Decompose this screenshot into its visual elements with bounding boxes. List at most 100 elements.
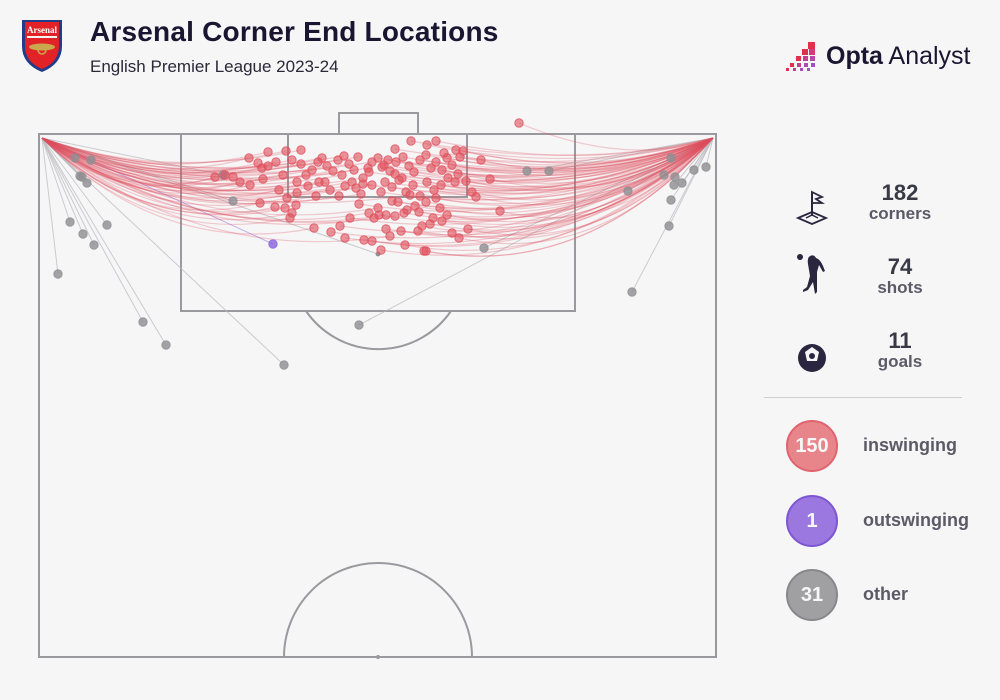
trajectory-inswinging	[419, 137, 714, 172]
trajectory-inswinging	[467, 137, 714, 236]
end-point-other	[666, 195, 676, 205]
goal	[338, 112, 419, 135]
trajectory-inswinging	[446, 137, 714, 223]
stat-goals-value: 11	[888, 328, 912, 353]
trajectory-inswinging	[518, 122, 714, 151]
trajectory-inswinging	[408, 137, 714, 177]
end-point-inswinging	[398, 152, 408, 162]
trajectory-inswinging	[451, 137, 714, 240]
trajectory-inswinging	[41, 137, 251, 194]
trajectory-inswinging	[451, 137, 714, 176]
end-point-inswinging	[311, 191, 321, 201]
trajectory-inswinging	[41, 137, 375, 226]
trajectory-inswinging	[435, 137, 714, 156]
end-point-inswinging	[320, 177, 330, 187]
end-point-inswinging	[339, 151, 349, 161]
end-point-inswinging	[377, 162, 387, 172]
trajectory-inswinging	[41, 137, 269, 177]
end-point-inswinging	[344, 159, 354, 169]
end-point-other	[627, 287, 637, 297]
end-point-other	[522, 166, 532, 176]
end-point-inswinging	[367, 236, 377, 246]
trajectory-other	[627, 137, 714, 192]
trajectory-other	[41, 137, 95, 246]
end-point-other	[82, 178, 92, 188]
end-point-inswinging	[463, 224, 473, 234]
trajectory-outswinging	[41, 137, 274, 245]
end-point-inswinging	[476, 155, 486, 165]
trajectory-inswinging	[41, 137, 280, 199]
trajectory-inswinging	[418, 137, 714, 220]
trajectory-other	[674, 137, 714, 178]
end-point-inswinging	[431, 157, 441, 167]
end-point-inswinging	[425, 219, 435, 229]
chart-title: Arsenal Corner End Locations	[90, 16, 499, 47]
trajectory-other	[41, 137, 59, 275]
end-point-inswinging	[303, 181, 313, 191]
end-point-inswinging	[495, 206, 505, 216]
end-point-inswinging	[447, 160, 457, 170]
trajectory-inswinging	[41, 137, 276, 215]
trajectory-inswinging	[41, 137, 350, 176]
end-point-inswinging	[422, 177, 432, 187]
end-point-inswinging	[326, 227, 336, 237]
trajectory-inswinging	[41, 137, 234, 187]
trajectory-inswinging	[339, 137, 714, 233]
end-point-inswinging	[439, 148, 449, 158]
trajectory-inswinging	[426, 137, 714, 192]
trajectory-inswinging	[381, 137, 714, 178]
trajectory-inswinging	[402, 137, 714, 169]
end-point-inswinging	[514, 118, 524, 128]
end-point-other	[623, 186, 633, 196]
end-point-inswinging	[381, 224, 391, 234]
end-point-inswinging	[292, 177, 302, 187]
end-point-inswinging	[258, 174, 268, 184]
end-point-inswinging	[285, 213, 295, 223]
trajectory-inswinging	[404, 137, 714, 251]
end-point-other	[138, 317, 148, 327]
end-point-inswinging	[263, 161, 273, 171]
end-point-other	[70, 153, 80, 163]
trajectory-inswinging	[471, 137, 714, 201]
end-point-other	[479, 243, 489, 253]
end-point-inswinging	[351, 183, 361, 193]
end-point-inswinging	[383, 155, 393, 165]
end-point-inswinging	[322, 161, 332, 171]
end-point-inswinging	[296, 159, 306, 169]
end-point-other	[666, 153, 676, 163]
trajectory-inswinging	[41, 137, 323, 170]
trajectory-inswinging	[41, 137, 277, 174]
end-point-inswinging	[390, 169, 400, 179]
end-point-inswinging	[415, 155, 425, 165]
trajectory-other	[41, 137, 224, 176]
trajectory-inswinging	[432, 137, 714, 226]
end-point-inswinging	[328, 166, 338, 176]
stat-corners-label: corners	[868, 204, 932, 223]
end-point-inswinging	[437, 216, 447, 226]
stat-goals: 11 goals	[780, 328, 980, 388]
trajectory-inswinging	[440, 137, 714, 195]
end-point-inswinging	[380, 177, 390, 187]
end-point-other	[701, 162, 711, 172]
end-point-other	[689, 165, 699, 175]
trajectory-other	[663, 137, 714, 176]
stat-shots: 74 shots	[780, 254, 980, 314]
end-point-inswinging	[458, 146, 468, 156]
end-point-inswinging	[453, 169, 463, 179]
end-point-inswinging	[340, 233, 350, 243]
trajectory-inswinging	[41, 137, 293, 221]
end-point-inswinging	[401, 187, 411, 197]
end-point-other	[279, 360, 289, 370]
trajectory-inswinging	[41, 137, 328, 177]
end-point-inswinging	[397, 173, 407, 183]
trajectory-inswinging	[41, 137, 286, 216]
end-point-inswinging	[301, 170, 311, 180]
trajectory-inswinging	[419, 137, 714, 205]
stat-corners-value: 182	[881, 180, 919, 205]
legend-inswinging-label: inswinging	[863, 435, 957, 455]
trajectory-inswinging	[489, 137, 714, 189]
end-point-inswinging	[454, 233, 464, 243]
trajectory-inswinging	[41, 137, 264, 189]
trajectory-inswinging	[446, 137, 714, 170]
trajectory-inswinging	[421, 137, 714, 233]
